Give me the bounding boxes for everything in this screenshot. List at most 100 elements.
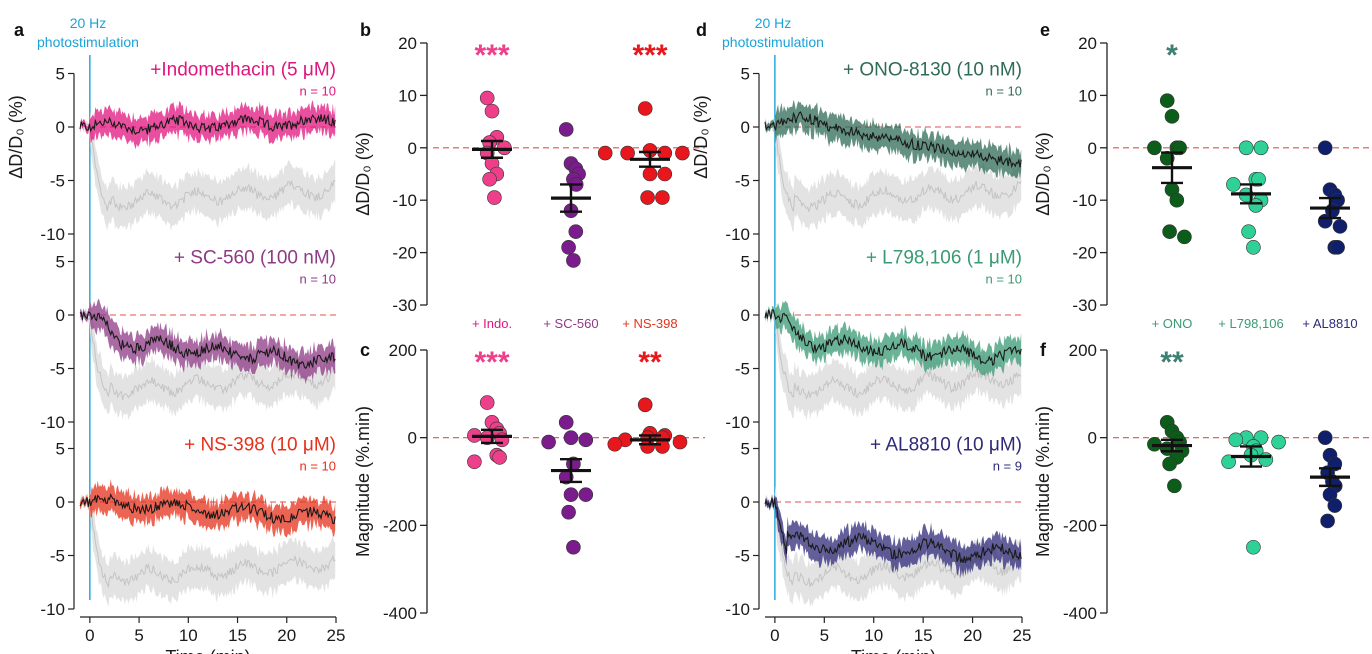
panel-c-point-1-1 xyxy=(563,430,579,445)
panel-c-point-0-9 xyxy=(467,454,482,470)
panel-b-significance-stars-0: *** xyxy=(474,39,509,72)
panel-e-point-2-0 xyxy=(1317,140,1333,156)
panel-e-point-0-8 xyxy=(1162,224,1177,239)
panel-e-y-axis-title: ΔD/D₀ (%) xyxy=(1033,132,1053,216)
panel-b-y-axis-title: ΔD/D₀ (%) xyxy=(353,132,373,216)
panel-a-xtick-label: 5 xyxy=(134,626,143,645)
panel-e-point-0-9 xyxy=(1177,229,1192,245)
panel-d-ytick-label: -5 xyxy=(735,547,750,566)
panel-a-condition-label-2: + NS-398 (10 μM) xyxy=(184,435,336,456)
panel-b-ytick-label: -10 xyxy=(392,191,417,210)
panel-c-point-1-7 xyxy=(578,487,594,502)
panel-b-significance-stars-1: *** xyxy=(632,39,667,72)
panel-d-x-axis-title: Time (min) xyxy=(851,647,936,654)
panel-e-point-0-1 xyxy=(1164,109,1180,124)
panel-c-ytick-label: 200 xyxy=(389,341,417,360)
panel-a-treatment-band-1 xyxy=(80,298,336,385)
panel-b-point-2-6 xyxy=(642,166,658,182)
panel-a-treatment-trace-2 xyxy=(79,493,336,525)
timeseries-panel-a: 5 0 -5 -10 +Indomethacin (5 μM) n = 10 5 0 -5 -10… xyxy=(6,55,345,654)
panel-f-ytick-label: -200 xyxy=(1063,516,1097,535)
stim-label-d-line2: photostimulation xyxy=(722,34,824,50)
panel-e-point-1-9 xyxy=(1246,240,1261,255)
panel-label-d: d xyxy=(696,20,707,40)
panel-a-treatment-trace-0 xyxy=(79,113,336,136)
panel-f-point-2-0 xyxy=(1317,430,1333,445)
panel-e-point-2-8 xyxy=(1330,240,1345,255)
panel-d-ytick-label: 5 xyxy=(741,440,750,459)
panel-e-point-2-6 xyxy=(1332,219,1348,234)
panel-a-treatment-band-2 xyxy=(80,479,336,538)
panel-d-control-trace xyxy=(764,309,1022,400)
panel-d-ytick-label: -5 xyxy=(735,360,750,379)
panel-e-significance-stars-0: * xyxy=(1166,39,1178,72)
panel-a-xtick-label: 0 xyxy=(85,626,94,645)
scatter-panel-f: 200 0 -200 -400 Magnitude (%.min) ** + ONO + L7… xyxy=(1033,316,1372,623)
panel-d-n-label-1: n = 10 xyxy=(985,272,1022,287)
panel-a-condition-label-0: +Indomethacin (5 μM) xyxy=(150,60,336,81)
panel-b-ytick-label: 20 xyxy=(398,34,417,53)
panel-d-ytick-label: -5 xyxy=(735,172,750,191)
panel-b-point-0-9 xyxy=(487,190,502,205)
panel-d-xtick-label: 25 xyxy=(1013,626,1032,645)
panel-f-significance-stars-0: ** xyxy=(1160,346,1184,379)
panel-f-y-axis-title: Magnitude (%.min) xyxy=(1033,406,1053,557)
panel-a-control-trace xyxy=(79,496,336,589)
panel-c-point-2-6 xyxy=(672,434,688,450)
panel-d-ytick-label: 0 xyxy=(741,306,750,325)
panel-e-point-1-1 xyxy=(1253,140,1269,156)
panel-d-treatment-trace-2 xyxy=(764,497,1022,564)
panel-label-a: a xyxy=(14,20,25,40)
panel-b-point-2-5 xyxy=(597,145,613,161)
panel-c-point-1-2 xyxy=(578,432,594,448)
panel-f-group-label-2: + AL8810 xyxy=(1302,316,1357,331)
panel-b-point-1-7 xyxy=(568,224,584,239)
panel-label-e: e xyxy=(1040,20,1050,40)
panel-a-ytick-label: -5 xyxy=(50,360,65,379)
panel-f-point-0-9 xyxy=(1167,478,1182,494)
panel-e-ytick-label: -30 xyxy=(1072,296,1097,315)
panel-d-control-band xyxy=(765,116,1022,233)
panel-d-ytick-label: -10 xyxy=(725,600,750,619)
panel-d-control-band xyxy=(765,303,1022,421)
panel-a-condition-label-1: + SC-560 (100 nM) xyxy=(174,248,336,269)
panel-d-xtick-label: 5 xyxy=(820,626,829,645)
timeseries-panel-d: 5 0 -5 -10 + ONO-8130 (10 nM) n = 10 5 0 -5 -10 + … xyxy=(691,55,1031,654)
panel-d-ytick-label: -10 xyxy=(725,225,750,244)
panel-c-point-2-8 xyxy=(640,439,655,454)
panel-a-n-label-1: n = 10 xyxy=(299,272,336,287)
panel-b-ytick-label: 10 xyxy=(398,86,417,105)
panel-a-n-label-2: n = 10 xyxy=(299,459,336,474)
panel-d-ytick-label: 5 xyxy=(741,65,750,84)
panel-d-ytick-label: 0 xyxy=(741,493,750,512)
panel-a-control-trace xyxy=(79,123,336,213)
panel-b-point-2-9 xyxy=(655,190,670,205)
panel-a-control-band xyxy=(80,108,336,232)
panel-e-point-0-7 xyxy=(1169,192,1185,208)
panel-d-y-axis-title: ΔD/D₀ (%) xyxy=(691,95,711,179)
panel-a-treatment-trace-1 xyxy=(79,311,336,370)
panel-f-group-label-1: + L798,106 xyxy=(1218,316,1283,331)
panel-f-point-0-8 xyxy=(1162,456,1177,472)
panel-e-point-1-0 xyxy=(1238,140,1254,156)
panel-b-point-2-0 xyxy=(637,101,653,116)
panel-a-n-label-0: n = 10 xyxy=(299,84,336,99)
panel-b-ytick-label: -30 xyxy=(392,296,417,315)
panel-f-ytick-label: 200 xyxy=(1069,341,1097,360)
panel-e-point-1-4 xyxy=(1226,177,1241,192)
panel-a-ytick-label: -10 xyxy=(40,225,65,244)
panel-c-group-label-0: + Indo. xyxy=(472,316,512,331)
panel-b-ytick-label: -20 xyxy=(392,244,417,263)
panel-c-point-0-0 xyxy=(479,395,495,410)
panel-d-condition-label-2: + AL8810 (10 μM) xyxy=(870,435,1022,456)
panel-e-point-1-7 xyxy=(1248,198,1264,213)
panel-c-significance-stars-0: *** xyxy=(474,346,509,379)
panel-e-point-0-3 xyxy=(1172,140,1187,156)
panel-a-y-axis-title: ΔD/D₀ (%) xyxy=(6,95,26,179)
panel-label-b: b xyxy=(360,20,371,40)
panel-f-group-label-0: + ONO xyxy=(1152,316,1193,331)
panel-c-point-1-6 xyxy=(563,487,579,502)
panel-f-point-2-8 xyxy=(1320,513,1335,529)
panel-e-point-0-4 xyxy=(1147,140,1162,156)
